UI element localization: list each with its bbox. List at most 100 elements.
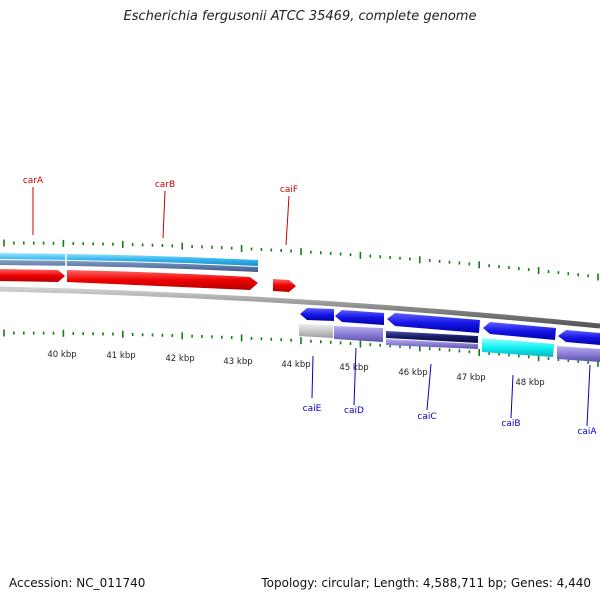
kbp-tick-label: 44 kbp [281, 360, 310, 370]
kbp-tick-label: 45 kbp [339, 363, 368, 373]
minor-tick [221, 335, 223, 339]
minor-tick [428, 347, 431, 351]
gene-label: caiF [280, 185, 298, 195]
map-title: Escherichia fergusonii ATCC 35469, compl… [123, 9, 477, 24]
caiC-top-arrow [387, 313, 480, 333]
caiE-top-arrow [300, 308, 334, 321]
minor-tick [399, 345, 401, 349]
minor-tick [230, 246, 233, 250]
kbp-tick-label: 40 kbp [47, 350, 76, 360]
steel-band [0, 260, 258, 272]
major-tick [3, 329, 5, 337]
minor-tick [577, 359, 579, 363]
upper-tick-track [3, 239, 599, 281]
major-tick [419, 256, 421, 264]
gene-label: carA [23, 176, 44, 186]
major-tick [478, 349, 480, 357]
gene-callout-line [510, 374, 514, 419]
reverse-gene-callouts: caiE caiD caiC caiB caiA [303, 347, 597, 437]
major-tick [300, 337, 302, 345]
major-tick [537, 267, 540, 275]
minor-tick [547, 270, 550, 274]
minor-tick [458, 261, 461, 265]
caiA-top-arrow [558, 330, 600, 345]
gene-label: caiB [501, 419, 520, 429]
accession-label: Accession: NC_011740 [9, 576, 146, 590]
caiA-purple-band [557, 346, 600, 362]
minor-tick [191, 245, 193, 249]
minor-tick [270, 248, 273, 252]
minor-tick [211, 335, 213, 339]
minor-tick [230, 336, 233, 340]
gene-callout-line [353, 347, 357, 406]
minor-tick [339, 341, 342, 345]
caiB-cyan-band [482, 338, 554, 357]
minor-tick [438, 259, 441, 263]
minor-tick [567, 358, 570, 362]
minor-tick [409, 257, 411, 261]
minor-tick [52, 241, 55, 245]
minor-tick [23, 241, 25, 245]
minor-tick [13, 241, 15, 245]
minor-tick [52, 331, 55, 335]
minor-tick [557, 358, 560, 362]
minor-tick [448, 260, 451, 264]
minor-tick [468, 350, 471, 354]
major-tick [597, 359, 599, 367]
carA-arrow [0, 269, 65, 282]
minor-tick [42, 241, 45, 245]
major-tick [181, 242, 183, 250]
gene-callout-line [311, 355, 314, 399]
major-tick [300, 248, 302, 256]
major-tick [359, 340, 362, 348]
minor-tick [567, 272, 570, 276]
minor-tick [171, 244, 174, 248]
minor-tick [13, 331, 15, 335]
minor-tick [320, 251, 322, 255]
minor-tick [201, 245, 203, 249]
gene-label: caiC [417, 412, 436, 422]
minor-tick [82, 242, 84, 246]
minor-tick [82, 332, 84, 336]
minor-tick [42, 331, 45, 335]
minor-tick [280, 338, 282, 342]
major-tick [240, 334, 243, 342]
gene-label: carB [155, 180, 175, 190]
minor-tick [211, 245, 213, 249]
minor-tick [518, 267, 520, 271]
major-tick [478, 261, 480, 269]
minor-tick [161, 333, 164, 337]
major-tick [62, 329, 65, 337]
caiC-purple-band [386, 339, 478, 349]
major-tick [537, 354, 540, 362]
kbp-tick-label: 47 kbp [456, 373, 485, 383]
cyan-band [0, 253, 258, 266]
gene-callout-line [426, 363, 432, 411]
minor-tick [72, 331, 75, 335]
minor-tick [260, 247, 263, 251]
minor-tick [518, 354, 520, 358]
minor-tick [23, 331, 25, 335]
minor-tick [270, 337, 273, 341]
minor-tick [468, 262, 471, 266]
major-tick [181, 332, 183, 340]
minor-tick [290, 338, 292, 342]
caiC-navy-band [386, 331, 478, 343]
minor-tick [320, 340, 322, 344]
minor-tick [151, 333, 154, 337]
minor-tick [290, 249, 292, 253]
gene-callout-line [586, 364, 591, 427]
minor-tick [458, 349, 461, 353]
minor-tick [448, 348, 451, 352]
minor-tick [488, 351, 490, 355]
minor-tick [161, 244, 164, 248]
minor-tick [92, 332, 94, 336]
minor-tick [339, 252, 342, 256]
caiD-purple-band [334, 326, 383, 342]
genome-backbone [0, 286, 600, 329]
minor-tick [379, 255, 381, 259]
major-tick [597, 273, 599, 281]
minor-tick [112, 332, 114, 336]
kbp-tick-labels: 40 kbp 41 kbp 42 kbp 43 kbp 44 kbp 45 kbp 46 k… [47, 350, 544, 388]
